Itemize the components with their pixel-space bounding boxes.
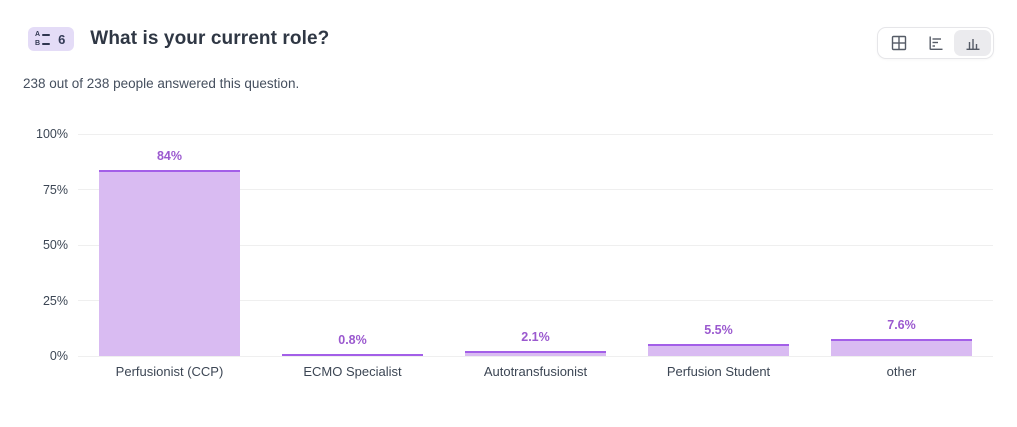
bar-chart-horizontal-icon [928, 35, 944, 51]
bar[interactable] [282, 354, 423, 356]
x-category-label: Perfusion Student [666, 364, 771, 379]
x-axis-labels: Perfusionist (CCP) ECMO Specialist Autotra… [78, 364, 993, 379]
bar-value-label: 2.1% [521, 330, 550, 345]
question-header: A B 6 What is your current role? [0, 0, 1017, 59]
gridline [78, 133, 993, 135]
gridline [78, 300, 993, 301]
y-axis-labels: 100% 75% 50% 25% 0% [0, 127, 68, 363]
bar-slot: 0.8% [261, 134, 444, 356]
gridline [78, 189, 993, 190]
gridline [78, 244, 993, 246]
x-category-label: ECMO Specialist [303, 364, 402, 379]
bar-chart-vertical-icon [965, 35, 981, 51]
bar-slot: 84% [78, 134, 261, 356]
response-count-text: 238 out of 238 people answered this ques… [23, 76, 300, 91]
table-view-button[interactable] [880, 30, 917, 56]
bar-value-label: 0.8% [338, 333, 367, 348]
y-tick-label: 0% [49, 349, 68, 363]
y-tick-label: 25% [42, 293, 68, 308]
bars-container: 84% 0.8% 2.1% 5.5% 7.6% [78, 134, 993, 356]
bar[interactable] [831, 339, 972, 356]
gridline [78, 355, 993, 357]
question-number: 6 [58, 31, 66, 47]
x-category-label: other [886, 364, 917, 379]
y-tick-label: 100% [36, 127, 68, 141]
y-tick-label: 75% [42, 182, 68, 197]
bar[interactable] [99, 169, 240, 356]
bar-slot: 5.5% [627, 134, 810, 356]
bar-value-label: 84% [156, 148, 183, 163]
question-title: What is your current role? [90, 28, 330, 49]
bar[interactable] [465, 351, 606, 356]
question-number-badge: A B 6 [28, 27, 75, 51]
bar[interactable] [648, 343, 789, 356]
y-tick-label: 50% [42, 238, 68, 252]
plot-area: 84% 0.8% 2.1% 5.5% 7.6% [78, 133, 993, 357]
bar-slot: 7.6% [810, 134, 993, 356]
question-header-left: A B 6 What is your current role? [28, 27, 329, 51]
bar-value-label: 7.6% [887, 318, 916, 333]
x-category-label: Autotransfusionist [483, 364, 588, 379]
column-chart-view-button[interactable] [954, 30, 991, 56]
chart-view-toggle [877, 27, 994, 59]
grid-icon [891, 35, 907, 51]
x-category-label: Perfusionist (CCP) [115, 364, 224, 379]
bar-slot: 2.1% [444, 134, 627, 356]
horizontal-bar-view-button[interactable] [917, 30, 954, 56]
multiple-choice-icon: A B [35, 31, 51, 47]
bar-value-label: 5.5% [704, 322, 733, 337]
